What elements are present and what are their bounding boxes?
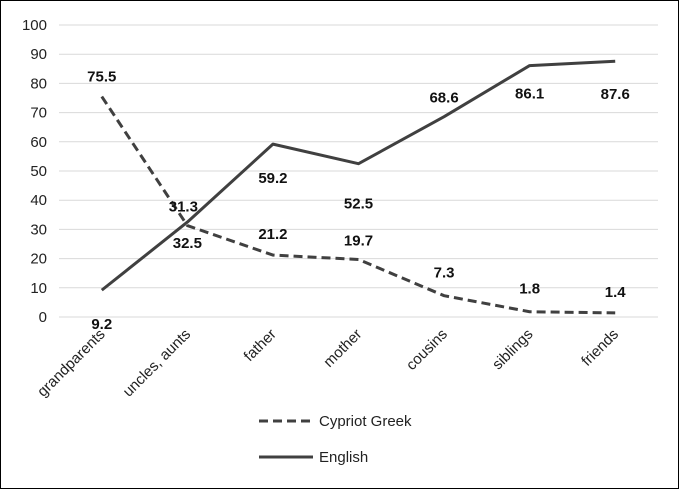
- x-tick-label: friends: [578, 326, 622, 370]
- data-label: 87.6: [601, 86, 630, 103]
- data-label: 31.3: [169, 199, 198, 216]
- y-tick-label: 100: [22, 17, 47, 34]
- y-tick-label: 20: [30, 251, 47, 268]
- x-tick-label: siblings: [489, 326, 536, 373]
- data-label: 9.2: [91, 316, 112, 333]
- x-tick-label: uncles, aunts: [120, 326, 195, 401]
- series-line-english: [100, 59, 616, 292]
- data-label: 68.6: [429, 90, 458, 107]
- y-tick-label: 60: [30, 134, 47, 151]
- y-tick-label: 50: [30, 163, 47, 180]
- data-label: 7.3: [434, 265, 455, 282]
- y-tick-label: 0: [39, 309, 47, 326]
- data-label: 86.1: [515, 86, 544, 103]
- data-label: 21.2: [258, 226, 287, 243]
- data-label: 75.5: [87, 69, 116, 86]
- y-tick-label: 70: [30, 105, 47, 122]
- x-tick-label: cousins: [403, 326, 451, 374]
- data-label: 59.2: [258, 170, 287, 187]
- x-tick-label: mother: [320, 326, 365, 371]
- x-tick-label: grandparents: [34, 326, 109, 401]
- data-label: 19.7: [344, 232, 373, 249]
- y-tick-label: 30: [30, 221, 47, 238]
- data-label: 32.5: [173, 235, 202, 252]
- y-tick-label: 10: [30, 280, 47, 297]
- data-label: 1.8: [519, 281, 540, 298]
- legend-label: English: [319, 449, 368, 466]
- series-line-cypriot-greek: [100, 95, 616, 315]
- legend-label: Cypriot Greek: [319, 413, 412, 430]
- y-tick-label: 90: [30, 46, 47, 63]
- x-tick-label: father: [241, 326, 280, 365]
- data-label: 1.4: [605, 284, 627, 301]
- y-tick-label: 80: [30, 75, 47, 92]
- data-label: 52.5: [344, 196, 373, 213]
- y-tick-label: 40: [30, 192, 47, 209]
